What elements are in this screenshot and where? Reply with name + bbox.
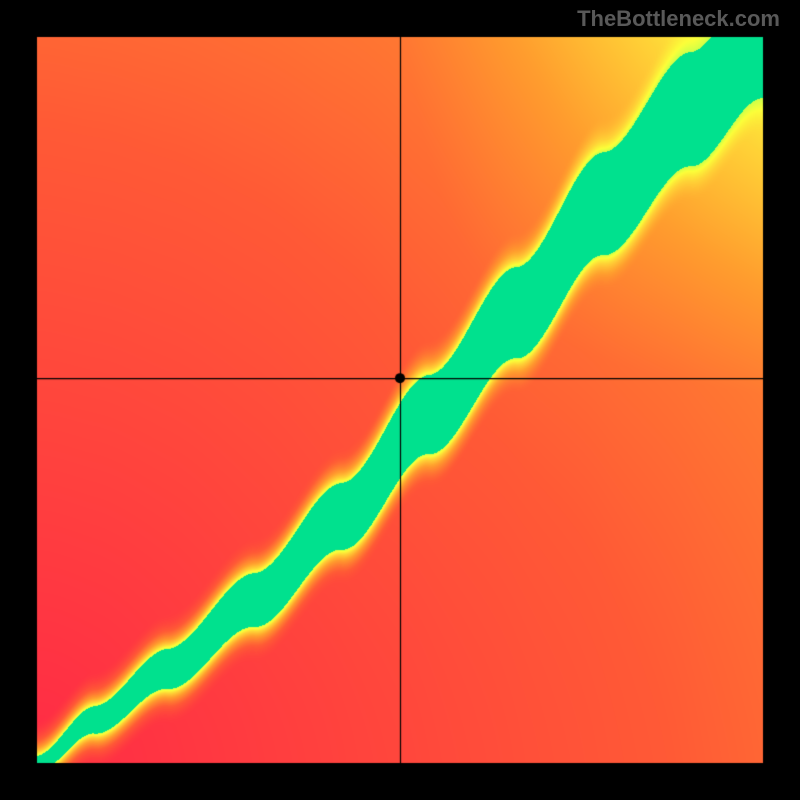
watermark-text: TheBottleneck.com: [577, 6, 780, 32]
heatmap-canvas: [0, 0, 800, 800]
chart-container: TheBottleneck.com: [0, 0, 800, 800]
